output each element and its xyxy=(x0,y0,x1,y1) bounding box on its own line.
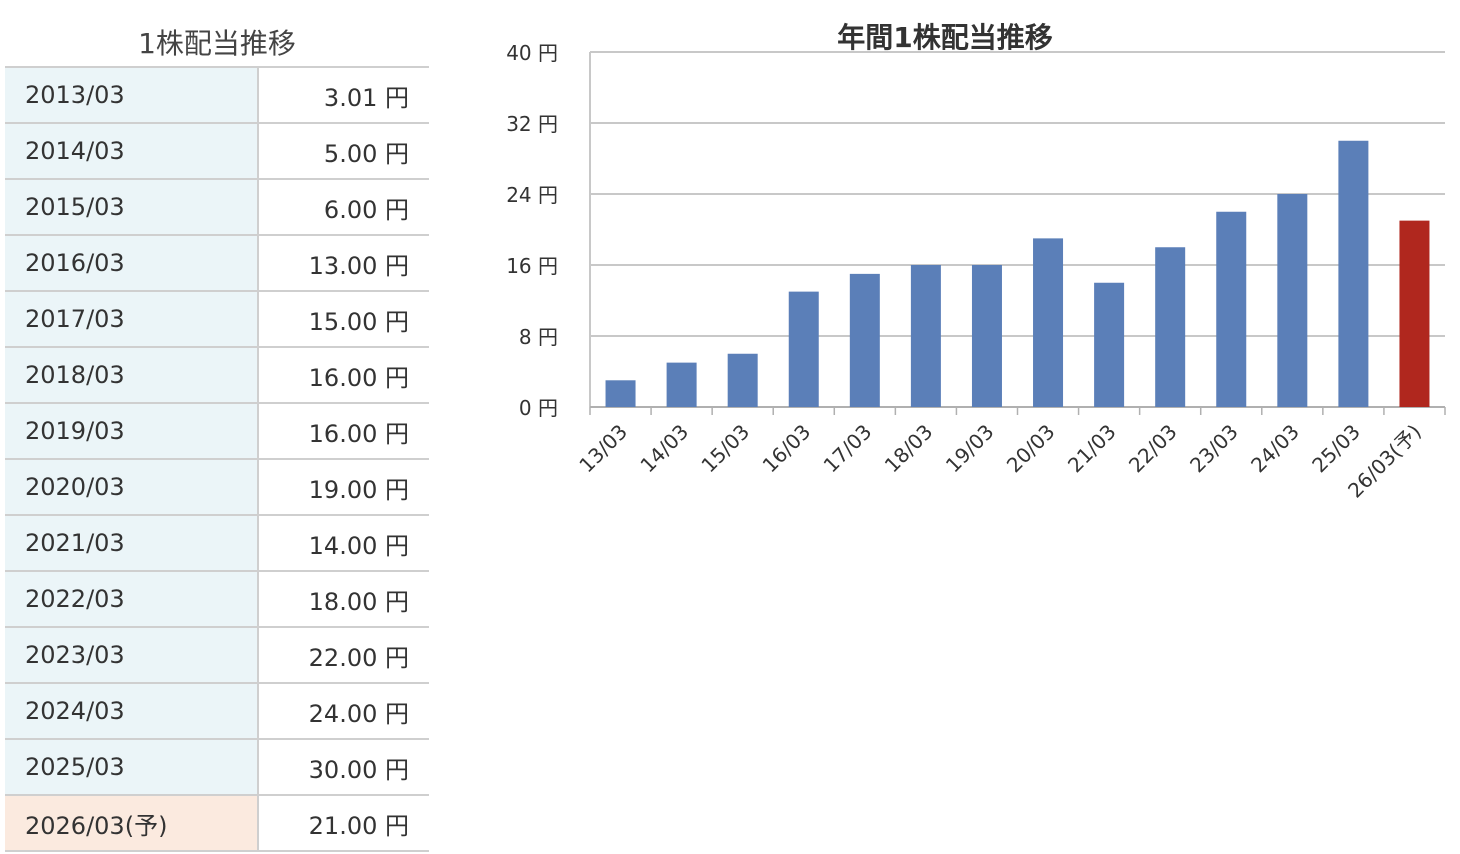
bar xyxy=(1338,140,1369,407)
amount-cell: 14.00 円 xyxy=(258,514,429,572)
x-tick-label: 17/03 xyxy=(819,420,877,478)
x-tick-label: 16/03 xyxy=(758,420,816,478)
table-row: 2016/03 13.00 円 xyxy=(5,234,429,292)
y-tick-label: 32 円 xyxy=(506,112,558,136)
dividend-table-title: 1株配当推移 xyxy=(138,27,296,60)
x-tick-label: 19/03 xyxy=(941,420,999,478)
y-tick-label: 16 円 xyxy=(506,254,558,278)
table-row: 2021/03 14.00 円 xyxy=(5,514,429,572)
chart-canvas: 0 円 8 円 16 円 24 円 32 円 40 円 13/03 14/03 15/03 16/… xyxy=(506,41,1446,502)
period-cell: 2013/03 xyxy=(5,66,259,124)
period-cell: 2022/03 xyxy=(5,570,259,628)
amount-cell: 15.00 円 xyxy=(258,290,429,348)
table-row: 2022/03 18.00 円 xyxy=(5,570,429,628)
y-tick-label: 40 円 xyxy=(506,41,558,65)
period-cell: 2017/03 xyxy=(5,290,259,348)
bar xyxy=(849,273,880,407)
table-row: 2017/03 15.00 円 xyxy=(5,290,429,348)
table-row: 2026/03(予) 21.00 円 xyxy=(5,794,429,852)
table-row: 2025/03 30.00 円 xyxy=(5,738,429,796)
bar xyxy=(727,353,758,407)
x-tick-label: 24/03 xyxy=(1246,420,1304,478)
bar xyxy=(788,291,819,407)
x-tick-label: 22/03 xyxy=(1124,420,1182,478)
x-tick-label: 15/03 xyxy=(696,420,754,478)
bar xyxy=(1033,238,1064,407)
amount-cell: 30.00 円 xyxy=(258,738,429,796)
amount-cell: 18.00 円 xyxy=(258,570,429,628)
period-cell: 2016/03 xyxy=(5,234,259,292)
x-tick-label: 14/03 xyxy=(635,420,693,478)
x-tick-label: 20/03 xyxy=(1002,420,1060,478)
bar xyxy=(971,265,1002,407)
chart-title: 年間1株配当推移 xyxy=(837,21,1053,54)
table-row: 2014/03 5.00 円 xyxy=(5,122,429,180)
period-cell: 2018/03 xyxy=(5,346,259,404)
bar xyxy=(666,362,697,407)
bar xyxy=(1155,247,1186,407)
table-row: 2015/03 6.00 円 xyxy=(5,178,429,236)
amount-cell: 16.00 円 xyxy=(258,346,429,404)
bar xyxy=(1094,282,1125,407)
bar xyxy=(1216,211,1247,407)
dividend-chart: 年間1株配当推移 0 円 8 円 16 円 24 円 32 円 40 円 13/03 14/0… xyxy=(440,0,1460,850)
period-cell: 2014/03 xyxy=(5,122,259,180)
table-row: 2024/03 24.00 円 xyxy=(5,682,429,740)
y-tick-label: 24 円 xyxy=(506,183,558,207)
x-tick-label: 13/03 xyxy=(574,420,632,478)
amount-cell: 13.00 円 xyxy=(258,234,429,292)
period-cell: 2026/03(予) xyxy=(5,794,259,852)
period-cell: 2015/03 xyxy=(5,178,259,236)
table-row: 2019/03 16.00 円 xyxy=(5,402,429,460)
amount-cell: 6.00 円 xyxy=(258,178,429,236)
y-tick-label: 8 円 xyxy=(519,325,558,349)
amount-cell: 24.00 円 xyxy=(258,682,429,740)
amount-cell: 22.00 円 xyxy=(258,626,429,684)
amount-cell: 19.00 円 xyxy=(258,458,429,516)
amount-cell: 16.00 円 xyxy=(258,402,429,460)
period-cell: 2020/03 xyxy=(5,458,259,516)
table-row: 2023/03 22.00 円 xyxy=(5,626,429,684)
period-cell: 2025/03 xyxy=(5,738,259,796)
x-tick-label: 21/03 xyxy=(1063,420,1121,478)
table-row: 2018/03 16.00 円 xyxy=(5,346,429,404)
y-tick-label: 0 円 xyxy=(519,396,558,420)
amount-cell: 3.01 円 xyxy=(258,66,429,124)
table-row: 2020/03 19.00 円 xyxy=(5,458,429,516)
bar xyxy=(910,265,941,407)
period-cell: 2024/03 xyxy=(5,682,259,740)
period-cell: 2021/03 xyxy=(5,514,259,572)
x-tick-label: 25/03 xyxy=(1307,420,1365,478)
bar xyxy=(605,380,636,407)
table-row: 2013/03 3.01 円 xyxy=(5,66,429,124)
period-cell: 2019/03 xyxy=(5,402,259,460)
bar xyxy=(1399,220,1430,407)
bar xyxy=(1277,194,1308,407)
x-tick-label: 18/03 xyxy=(880,420,938,478)
x-tick-label: 23/03 xyxy=(1185,420,1243,478)
amount-cell: 5.00 円 xyxy=(258,122,429,180)
amount-cell: 21.00 円 xyxy=(258,794,429,852)
period-cell: 2023/03 xyxy=(5,626,259,684)
